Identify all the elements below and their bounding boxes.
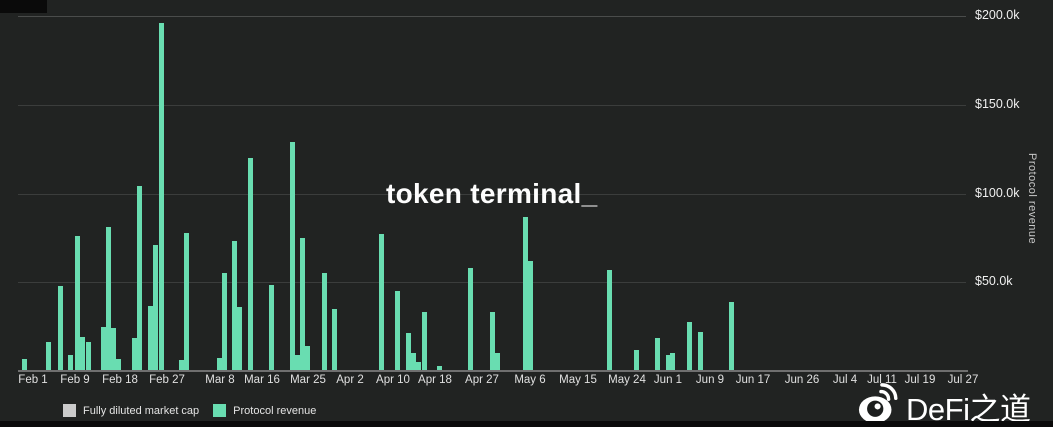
protocol-revenue-bar [178,360,184,371]
x-tick-label: Apr 27 [465,374,499,386]
protocol-revenue-bar [57,285,63,371]
x-tick-label: Mar 8 [205,374,235,386]
protocol-revenue-bar [247,158,253,371]
x-axis-line [18,370,968,372]
protocol-revenue-bar [304,346,310,371]
gridline [18,16,966,17]
x-tick-label: Jul 27 [947,374,979,386]
x-tick-label: Apr 2 [336,374,364,386]
legend-label: Fully diluted market cap [83,404,200,417]
protocol-revenue-bar [669,353,675,371]
x-tick-label: Jul 4 [832,374,858,386]
protocol-revenue-bar [697,331,703,371]
protocol-revenue-bar [686,322,692,371]
x-tick-label: Jun 1 [653,374,683,386]
protocol-revenue-bar [378,234,384,371]
protocol-revenue-bar [158,23,164,371]
x-tick-label: Jul 19 [904,374,936,386]
y-axis-title: Protocol revenue [1026,153,1038,245]
protocol-revenue-bar [494,353,500,371]
protocol-revenue-bar [221,273,227,371]
protocol-revenue-bar [606,269,612,371]
protocol-revenue-bar [21,358,27,371]
y-tick-label: $150.0k [975,96,1020,111]
x-tick-label: Feb 9 [60,374,90,386]
plot-area [0,16,966,371]
x-tick-label: Apr 10 [376,374,410,386]
x-tick-label: Feb 27 [149,374,185,386]
protocol-revenue-bar [152,244,158,371]
x-tick-label: Jun 9 [695,374,725,386]
legend-label: Protocol revenue [233,404,317,417]
protocol-revenue-bar [728,301,734,371]
token-terminal-watermark: token terminal_ [386,178,598,209]
gridline [18,282,966,284]
x-tick-label: May 24 [608,374,646,386]
weibo-icon [856,382,904,427]
protocol-revenue-bar [110,328,116,371]
y-tick-label: $200.0k [975,8,1020,22]
protocol-revenue-bar [522,216,528,371]
chart-legend: Fully diluted market cap Protocol revenu… [63,404,316,417]
protocol-revenue-bar [665,355,671,371]
protocol-revenue-bar [394,291,400,371]
protocol-revenue-bar [436,365,442,371]
x-tick-label: Mar 25 [290,374,326,386]
gridline [18,104,966,106]
legend-item-protocol-revenue: Protocol revenue [213,404,316,417]
y-tick-label: $50.0k [975,274,1013,289]
gridline [18,193,966,195]
protocol-revenue-bar [405,332,411,371]
protocol-revenue-bar [654,338,660,371]
topleft-black-patch [0,0,47,13]
legend-swatch-fdmc [63,404,76,417]
protocol-revenue-bar [216,357,222,371]
protocol-revenue-bar [410,353,416,371]
protocol-revenue-bar [415,362,421,371]
protocol-revenue-bar [289,142,295,371]
legend-item-market-cap: Fully diluted market cap [63,404,199,417]
x-tick-label: May 6 [514,374,546,386]
x-tick-label: Jul 11 [867,374,897,386]
protocol-revenue-bar [147,306,153,371]
y-tick-label: $100.0k [975,185,1020,200]
protocol-revenue-bar [231,241,237,371]
bottom-black-strip [0,421,1053,427]
x-tick-label: Apr 18 [418,374,452,386]
protocol-revenue-bar [74,236,80,371]
y-axis-labels: $200.0k $150.0k $100.0k $50.0k [975,0,1045,380]
x-tick-label: Feb 1 [18,374,48,386]
protocol-revenue-bar [294,355,300,371]
protocol-revenue-bar [45,341,51,371]
protocol-revenue-bar [183,232,189,371]
protocol-revenue-bar [268,284,274,371]
protocol-revenue-bar [633,349,639,371]
x-axis-labels: Feb 1 Feb 9 Feb 18 Feb 27 Mar 8 Mar 16 Mar 25 A… [0,374,1000,390]
protocol-revenue-bar [467,268,473,371]
protocol-revenue-bar [331,308,337,371]
protocol-revenue-bar [131,338,137,371]
x-tick-label: May 15 [559,374,597,386]
x-tick-label: Jun 17 [735,374,771,386]
legend-swatch-revenue [213,404,227,417]
x-tick-label: Mar 16 [244,374,280,386]
protocol-revenue-bar [236,307,242,371]
protocol-revenue-bar [100,326,106,371]
protocol-revenue-bar [79,337,85,371]
protocol-revenue-bar [421,312,427,371]
x-tick-label: Jun 26 [784,374,820,386]
protocol-revenue-bar [299,237,305,371]
protocol-revenue-bar [321,273,327,371]
x-tick-label: Feb 18 [102,374,138,386]
protocol-revenue-bar [85,341,91,371]
protocol-revenue-bar [67,355,73,371]
protocol-revenue-bar [527,260,533,371]
protocol-revenue-bar [115,359,121,371]
protocol-revenue-bar [136,186,142,371]
protocol-revenue-bar [105,227,111,371]
protocol-revenue-bar [489,312,495,371]
